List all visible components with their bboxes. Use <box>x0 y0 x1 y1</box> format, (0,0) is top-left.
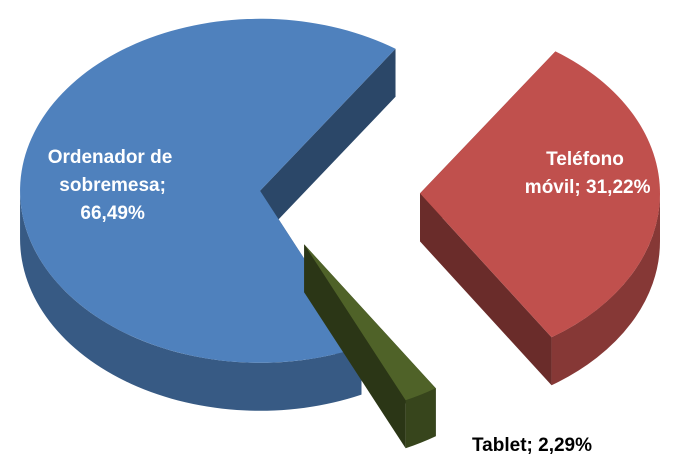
slice <box>304 244 436 449</box>
slice-side <box>20 190 362 411</box>
slice <box>419 51 660 386</box>
slice-wall <box>260 48 396 239</box>
slice-side <box>405 388 436 449</box>
slice <box>20 18 396 411</box>
slice <box>20 18 396 363</box>
data-label: Tablet; 2,29% <box>472 435 592 456</box>
slice <box>304 244 436 401</box>
slice <box>419 51 660 338</box>
slice-side <box>551 193 660 386</box>
data-label: Teléfono móvil; 31,22% <box>520 149 651 198</box>
data-label: Ordenador de sobremesa; 66,49% <box>48 147 173 224</box>
slice-wall <box>419 193 552 386</box>
slice-wall <box>304 244 406 449</box>
